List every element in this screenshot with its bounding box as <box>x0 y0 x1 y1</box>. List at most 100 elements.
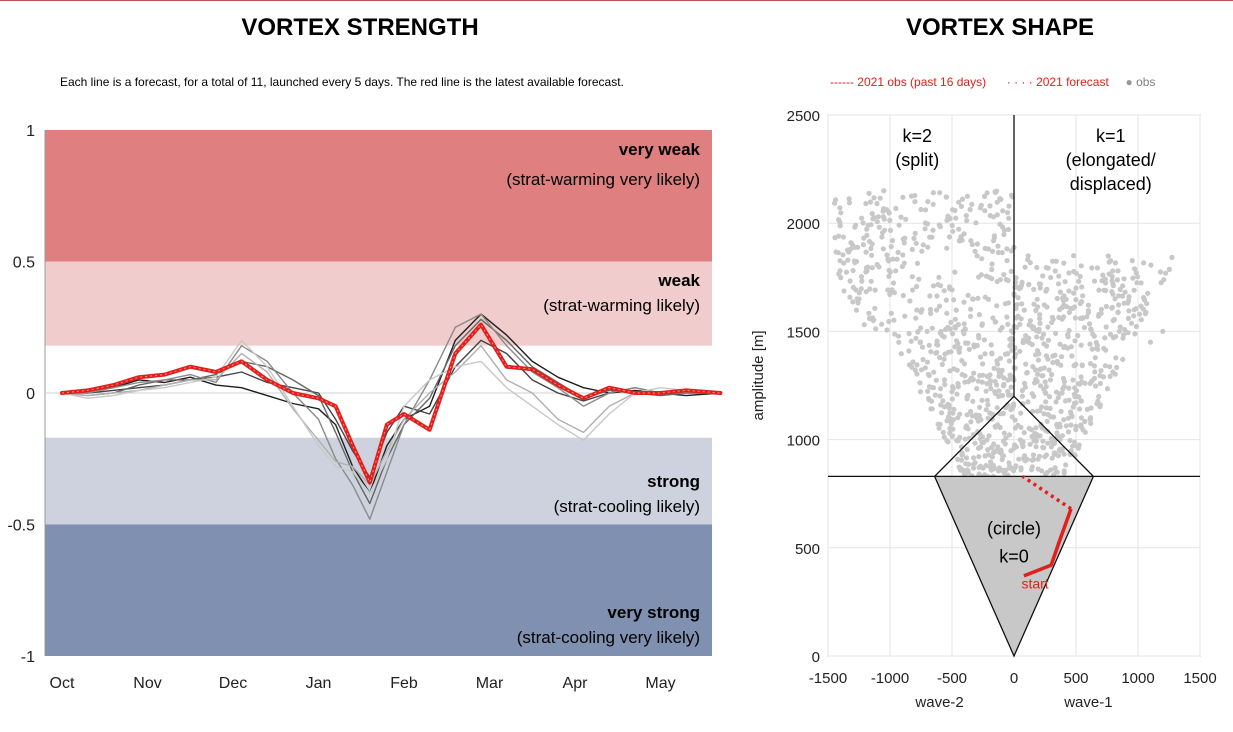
obs-point <box>941 288 947 294</box>
obs-point <box>1049 371 1055 378</box>
obs-point <box>917 380 923 386</box>
obs-point <box>937 354 943 361</box>
obs-point <box>1129 258 1135 264</box>
obs-point <box>917 389 924 395</box>
obs-point <box>970 461 977 467</box>
obs-point <box>986 374 992 380</box>
obs-point <box>910 359 916 365</box>
obs-point <box>1113 355 1119 361</box>
obs-point <box>1039 404 1045 410</box>
obs-point <box>1072 439 1078 445</box>
obs-point <box>1003 435 1009 441</box>
obs-point <box>1042 379 1048 385</box>
obs-point <box>1029 433 1035 440</box>
obs-point <box>979 397 985 403</box>
obs-point <box>1034 334 1040 340</box>
obs-point <box>974 342 980 349</box>
obs-point <box>1131 307 1137 313</box>
obs-point <box>872 305 878 311</box>
obs-point <box>992 483 998 489</box>
obs-point <box>936 425 942 431</box>
obs-point <box>981 193 988 199</box>
obs-point <box>1069 451 1076 457</box>
obs-point <box>985 402 991 408</box>
obs-point <box>1073 426 1079 433</box>
obs-point <box>927 306 934 313</box>
obs-point <box>891 317 897 323</box>
obs-point <box>1077 273 1083 280</box>
obs-point <box>1080 427 1086 433</box>
obs-point <box>855 244 861 250</box>
obs-point <box>1039 468 1045 474</box>
obs-point <box>1114 277 1120 283</box>
obs-point <box>1080 315 1086 321</box>
obs-point <box>870 315 876 321</box>
obs-point <box>954 391 960 397</box>
obs-point <box>888 244 894 250</box>
obs-point <box>847 278 853 284</box>
obs-point <box>1019 282 1025 288</box>
obs-point <box>869 241 875 247</box>
obs-point <box>881 188 887 194</box>
obs-point <box>1079 284 1085 290</box>
obs-point <box>1037 316 1043 322</box>
obs-point <box>964 218 970 224</box>
obs-point <box>1008 489 1014 495</box>
x-tick-label: -500 <box>937 670 967 687</box>
obs-point <box>1050 359 1056 366</box>
obs-point <box>1009 476 1016 482</box>
obs-point <box>1055 360 1061 366</box>
obs-point <box>939 410 945 416</box>
obs-point <box>937 393 943 399</box>
obs-point <box>947 368 953 374</box>
obs-point <box>1011 497 1017 503</box>
obs-point <box>1098 306 1104 312</box>
obs-point <box>1103 280 1109 286</box>
obs-point <box>989 261 995 267</box>
obs-point <box>847 294 853 300</box>
obs-point <box>1008 465 1014 471</box>
obs-point <box>1080 293 1086 299</box>
obs-point <box>1126 308 1132 314</box>
y-tick-label: 0.5 <box>13 255 35 272</box>
obs-point <box>1040 438 1046 444</box>
obs-point <box>1134 280 1140 286</box>
obs-point <box>1035 304 1041 310</box>
obs-point <box>1043 405 1049 411</box>
obs-point <box>1112 296 1118 302</box>
obs-point <box>1131 287 1137 293</box>
obs-point <box>973 220 979 226</box>
obs-point <box>866 190 872 196</box>
obs-point <box>1043 452 1050 458</box>
obs-point <box>1131 313 1137 319</box>
obs-point <box>1021 430 1027 436</box>
obs-point <box>889 238 896 244</box>
obs-point <box>1020 497 1026 503</box>
obs-point <box>972 440 978 446</box>
obs-point <box>846 196 852 202</box>
obs-point <box>991 365 997 371</box>
obs-point <box>1132 331 1138 337</box>
obs-point <box>1019 440 1025 446</box>
obs-point <box>1061 302 1067 308</box>
obs-point <box>1078 415 1084 421</box>
obs-point <box>992 389 998 395</box>
obs-point <box>1066 309 1073 315</box>
obs-point <box>994 199 1000 205</box>
obs-point <box>991 441 997 447</box>
obs-point <box>1046 367 1052 373</box>
x-tick-label: Apr <box>563 675 589 692</box>
obs-point <box>1021 307 1027 313</box>
obs-point <box>941 434 947 440</box>
obs-point <box>1075 333 1081 339</box>
obs-point <box>1132 266 1138 272</box>
x-tick-label: Mar <box>476 675 504 692</box>
obs-point <box>970 398 976 404</box>
obs-point <box>893 268 899 274</box>
y-axis-label: amplitude [m] <box>750 330 767 420</box>
obs-point <box>974 253 980 259</box>
obs-point <box>1081 325 1087 331</box>
obs-point <box>1003 483 1009 489</box>
obs-point <box>941 404 947 410</box>
label-k1: k=1 <box>1096 126 1126 146</box>
